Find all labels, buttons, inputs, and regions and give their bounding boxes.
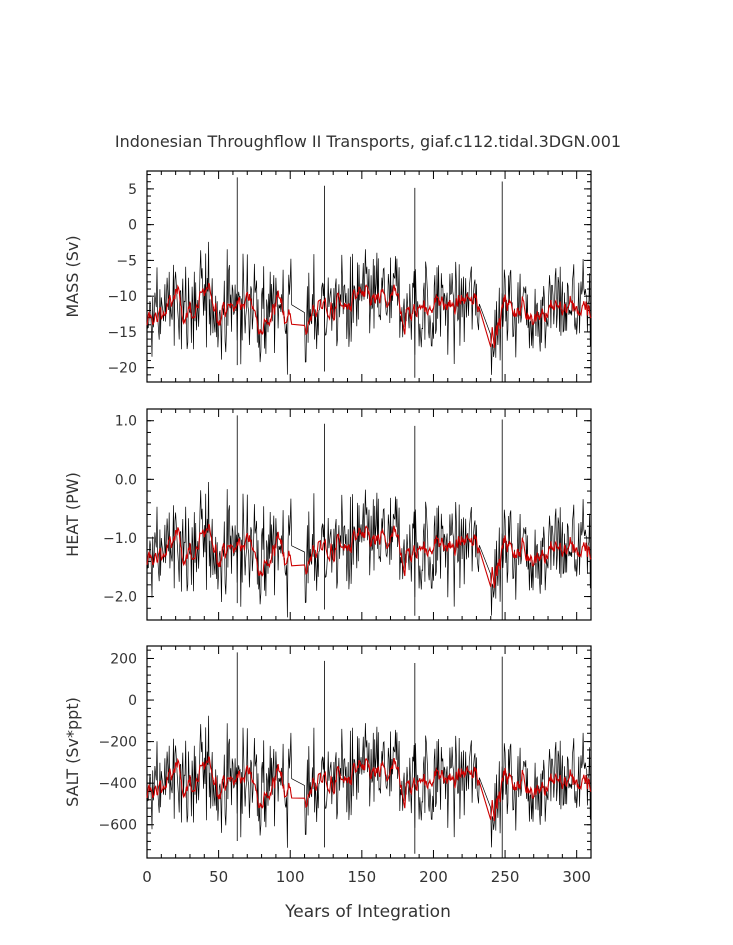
y-axis-label: MASS (Sv) (63, 235, 82, 317)
x-tick-label: 200 (419, 868, 448, 886)
y-tick-label: 0 (128, 693, 137, 709)
x-axis-label: Years of Integration (284, 902, 451, 922)
y-tick-label: 0.0 (115, 472, 137, 488)
panel-3: SALT (Sv*ppt) 200 0 −200 −400 −600 (63, 645, 592, 859)
y-tick-label: 200 (110, 651, 137, 667)
plot-frame (146, 170, 592, 383)
smoothed-series-line (146, 756, 592, 822)
y-tick-label: −10 (107, 289, 137, 305)
y-tick-label: 1.0 (115, 414, 137, 430)
y-tick-label: −400 (99, 776, 137, 792)
y-tick-label: −1.0 (103, 531, 137, 547)
plot-frame (146, 645, 592, 859)
panel-2: HEAT (PW) 1.0 0.0 −1.0 −2.0 (63, 408, 592, 621)
raw-series-line (146, 481, 592, 618)
x-tick-label: 100 (276, 868, 305, 886)
raw-series-line (146, 241, 592, 375)
y-tick-label: −15 (107, 325, 137, 341)
smoothed-series-line (146, 523, 592, 589)
y-axis-label: HEAT (PW) (63, 472, 82, 557)
y-tick-label: −5 (116, 253, 137, 269)
y-tick-label: 5 (128, 182, 137, 198)
y-tick-label: −600 (99, 818, 137, 834)
y-axis-label: SALT (Sv*ppt) (63, 697, 82, 807)
x-tick-label: 250 (491, 868, 520, 886)
y-tick-label: −2.0 (103, 590, 137, 606)
smoothed-series-line (146, 282, 592, 348)
x-tick-label: 0 (142, 868, 152, 886)
y-tick-label: −200 (99, 735, 137, 751)
y-tick-label: −20 (107, 361, 137, 377)
x-tick-label: 300 (562, 868, 591, 886)
chart-title: Indonesian Throughflow II Transports, gi… (115, 132, 621, 151)
x-tick-label: 50 (209, 868, 228, 886)
raw-series-line (146, 715, 592, 848)
y-tick-label: 0 (128, 218, 137, 234)
x-tick-label: 150 (348, 868, 377, 886)
panel-1: MASS (Sv) 5 0 −5 −10 −15 −20 (63, 170, 592, 383)
